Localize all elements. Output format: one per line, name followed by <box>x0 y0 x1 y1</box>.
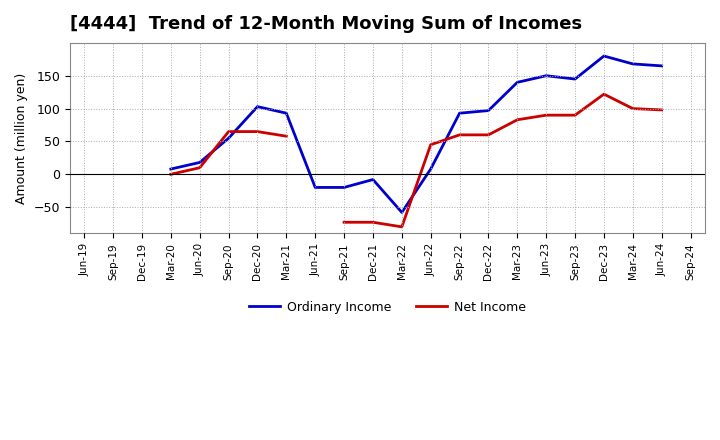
Legend: Ordinary Income, Net Income: Ordinary Income, Net Income <box>244 296 531 319</box>
Text: [4444]  Trend of 12-Month Moving Sum of Incomes: [4444] Trend of 12-Month Moving Sum of I… <box>70 15 582 33</box>
Y-axis label: Amount (million yen): Amount (million yen) <box>15 73 28 204</box>
